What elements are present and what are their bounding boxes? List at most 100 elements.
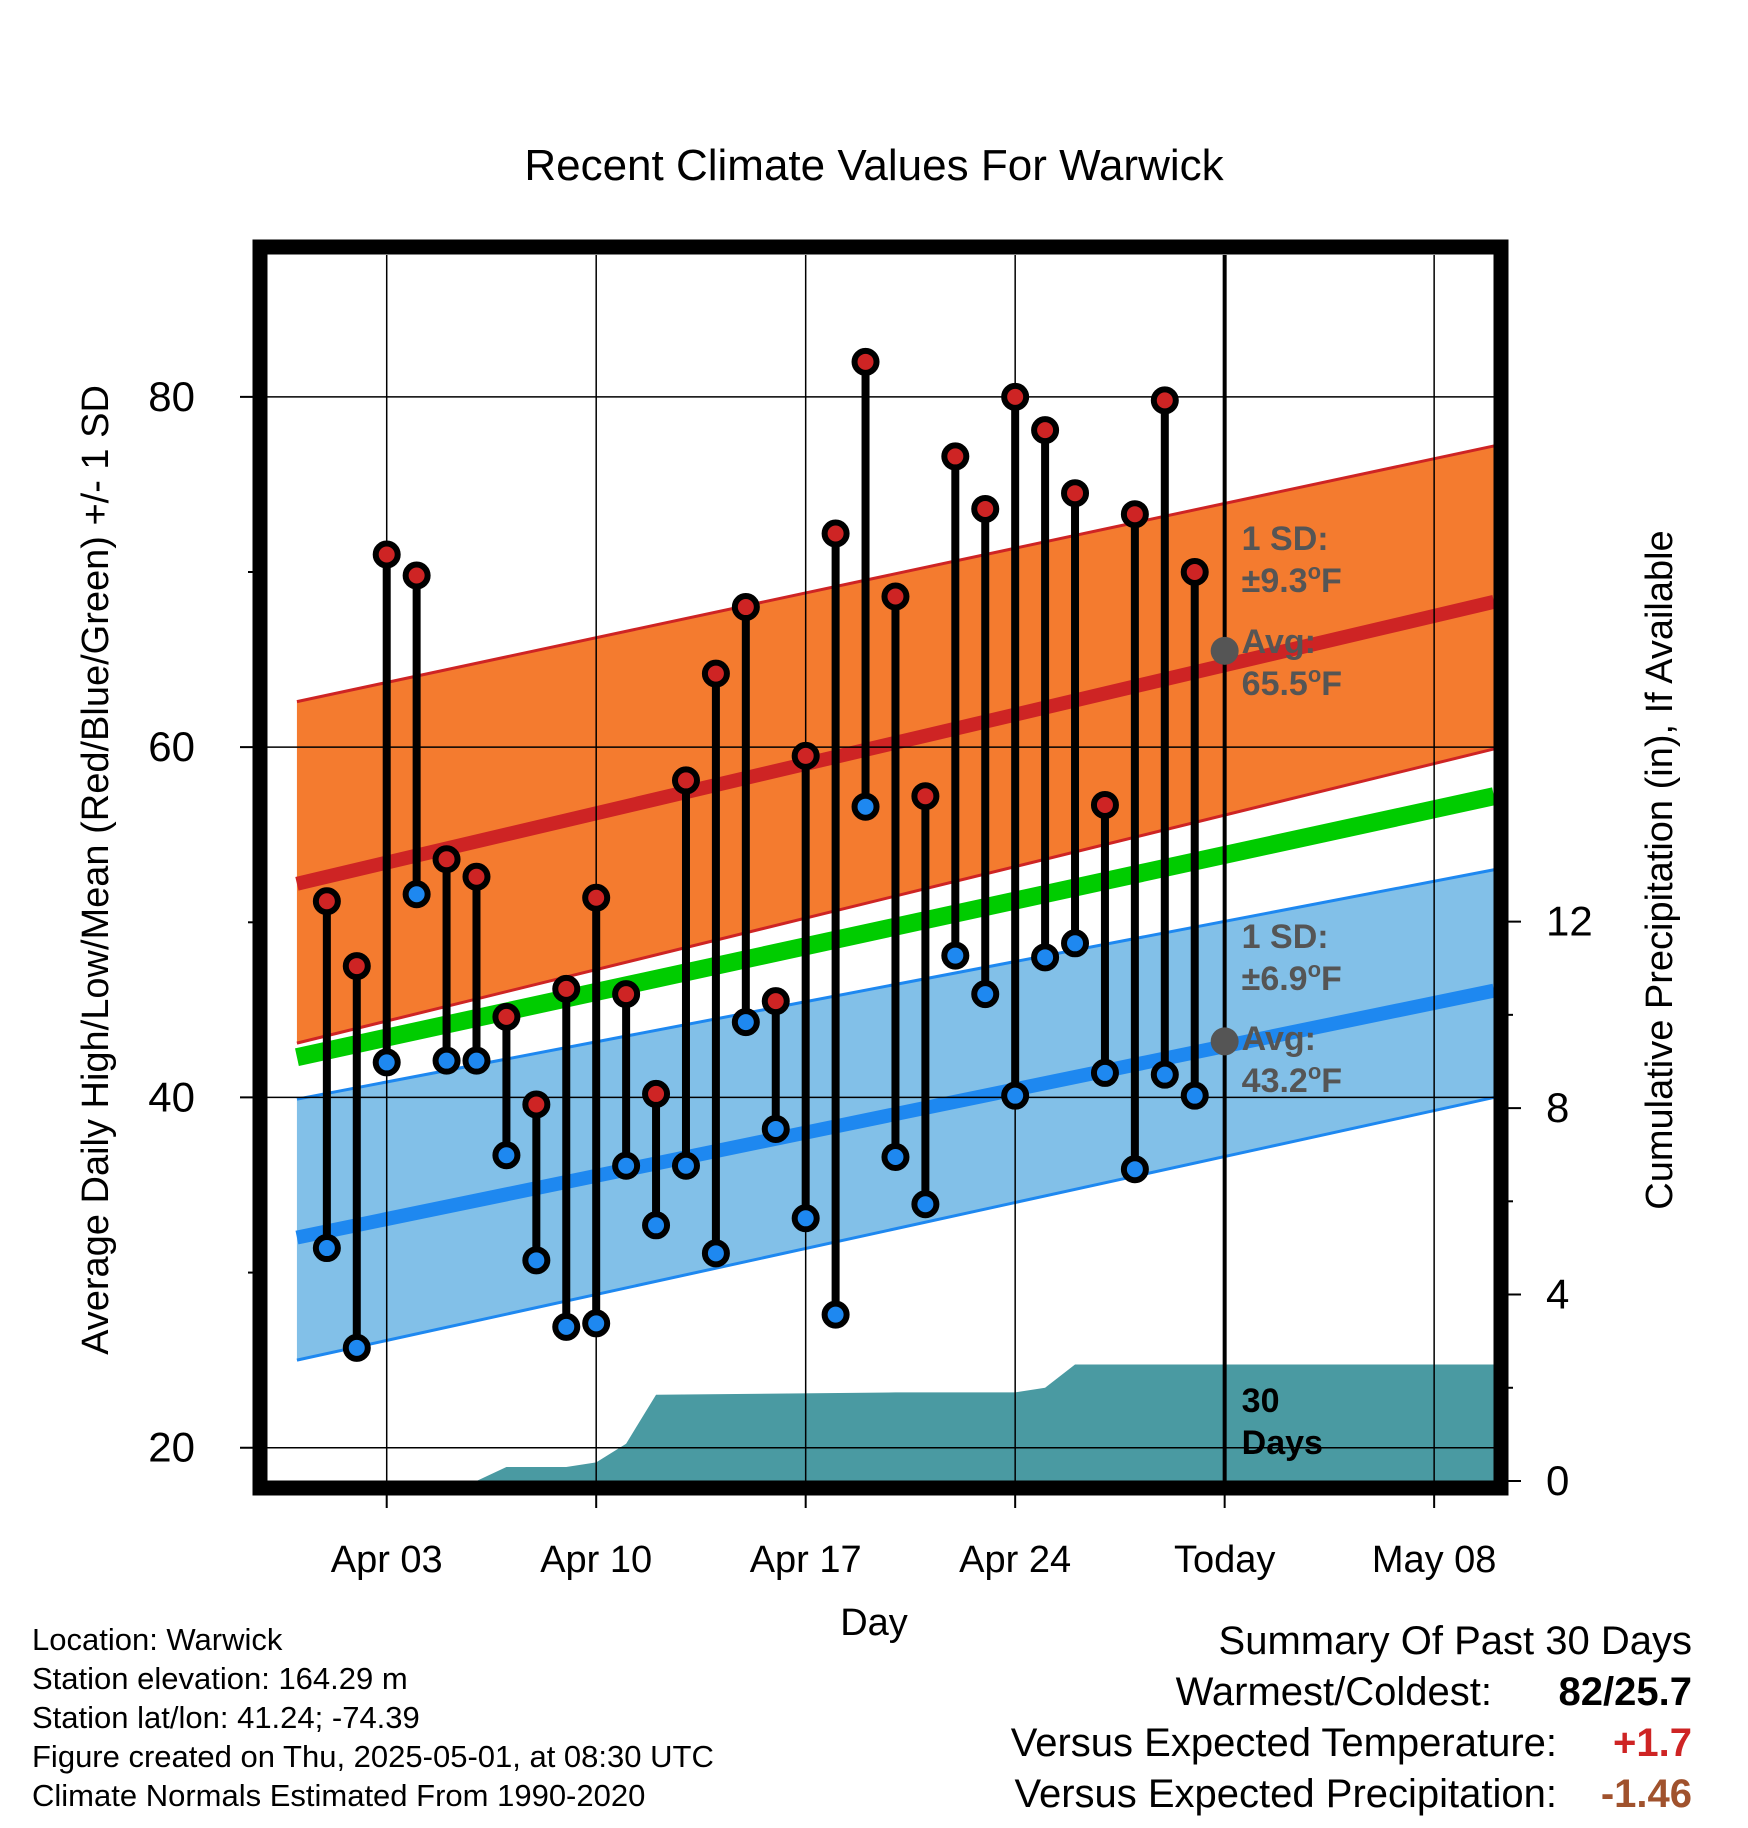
low-avg-annotation-unit: F bbox=[1321, 1062, 1342, 1100]
daily-high-point bbox=[312, 887, 341, 916]
daily-low-point bbox=[971, 980, 1000, 1009]
daily-high-point bbox=[402, 561, 431, 590]
daily-high-point bbox=[1180, 558, 1209, 587]
daily-high-point bbox=[342, 952, 371, 981]
daily-low-point bbox=[1001, 1081, 1030, 1110]
daily-low-point bbox=[881, 1142, 910, 1171]
daily-low-point bbox=[642, 1211, 671, 1240]
location-text: Location: Warwick bbox=[32, 1622, 283, 1657]
daily-high-point bbox=[492, 1002, 521, 1031]
daily-low-point bbox=[941, 941, 970, 970]
daily-low-point bbox=[731, 1008, 760, 1037]
daily-high-point bbox=[941, 442, 970, 471]
chart-title: Recent Climate Values For Warwick bbox=[524, 141, 1224, 190]
daily-high-point bbox=[821, 519, 850, 548]
summary-title: Summary Of Past 30 Days bbox=[1218, 1619, 1692, 1663]
daily-high-point bbox=[552, 974, 581, 1003]
x-axis-label: Day bbox=[840, 1602, 908, 1644]
daily-high-point bbox=[642, 1079, 671, 1108]
low-sd-annotation: 1 SD: bbox=[1242, 918, 1329, 956]
low-avg-annotation-degree: o bbox=[1308, 1059, 1321, 1084]
summary-temperature: Versus Expected Temperature: +1.7 bbox=[1011, 1718, 1692, 1769]
x-tick-label: Apr 24 bbox=[959, 1539, 1071, 1581]
y-axis-label: Average Daily High/Low/Mean (Red/Blue/Gr… bbox=[75, 385, 117, 1355]
days-annotation: Days bbox=[1242, 1424, 1323, 1462]
daily-high-point bbox=[522, 1090, 551, 1119]
y-tick-label: 40 bbox=[148, 1073, 195, 1120]
daily-low-point bbox=[701, 1239, 730, 1268]
daily-low-point bbox=[582, 1309, 611, 1338]
daily-low-point bbox=[911, 1190, 940, 1219]
daily-high-point bbox=[881, 582, 910, 611]
daily-low-point bbox=[1031, 943, 1060, 972]
high-sd-annotation-unit: F bbox=[1321, 562, 1342, 600]
daily-low-point bbox=[462, 1046, 491, 1075]
summary-warmest-coldest: Warmest/Coldest: 82/25.7 bbox=[1011, 1667, 1692, 1718]
daily-high-point bbox=[701, 659, 730, 688]
y-tick-label: 20 bbox=[148, 1424, 195, 1471]
high-sd-band-upper-edge bbox=[296, 444, 1495, 704]
temp-value: +1.7 bbox=[1613, 1721, 1692, 1765]
daily-high-point bbox=[911, 782, 940, 811]
precip-area bbox=[296, 1364, 1495, 1481]
daily-low-point bbox=[522, 1246, 551, 1275]
daily-low-point bbox=[761, 1114, 790, 1143]
low-sd-band-lower-edge bbox=[296, 1095, 1495, 1362]
summary-precipitation: Versus Expected Precipitation: -1.46 bbox=[1011, 1769, 1692, 1820]
y-tick-label: 60 bbox=[148, 723, 195, 770]
daily-low-point bbox=[492, 1141, 521, 1170]
daily-low-point bbox=[821, 1300, 850, 1329]
daily-high-point bbox=[851, 347, 880, 376]
precip-label: Versus Expected Precipitation: bbox=[1014, 1772, 1557, 1816]
high-sd-annotation: ±9.3oF bbox=[1242, 559, 1342, 600]
low-sd-annotation: ±6.9oF bbox=[1242, 957, 1342, 998]
daily-low-point bbox=[851, 792, 880, 821]
x-tick-label: Today bbox=[1174, 1539, 1275, 1581]
daily-high-point bbox=[1001, 382, 1030, 411]
warmest-coldest-label: Warmest/Coldest: bbox=[1175, 1670, 1492, 1714]
low-avg-annotation: 43.2oF bbox=[1242, 1059, 1342, 1100]
high-avg-annotation: Avg: bbox=[1242, 623, 1316, 661]
high-avg-annotation-unit: F bbox=[1321, 665, 1342, 703]
normals-text: Climate Normals Estimated From 1990-2020 bbox=[32, 1778, 646, 1813]
latlon-text: Station lat/lon: 41.24; -74.39 bbox=[32, 1700, 420, 1735]
low-sd-annotation-degree: o bbox=[1308, 957, 1321, 982]
created-text: Figure created on Thu, 2025-05-01, at 08… bbox=[32, 1739, 714, 1774]
plot-frame bbox=[252, 239, 1509, 1496]
daily-high-point bbox=[462, 862, 491, 891]
daily-low-point bbox=[1120, 1155, 1149, 1184]
high-sd-annotation-degree: o bbox=[1308, 559, 1321, 584]
daily-low-point bbox=[791, 1204, 820, 1233]
daily-high-point bbox=[1150, 386, 1179, 415]
daily-high-point bbox=[671, 766, 700, 795]
daily-high-point bbox=[1061, 479, 1090, 508]
low-avg-annotation: Avg: bbox=[1242, 1020, 1316, 1058]
daily-high-point bbox=[432, 845, 461, 874]
today-low-avg-marker bbox=[1210, 1027, 1239, 1056]
daily-low-point bbox=[402, 880, 431, 909]
temp-label: Versus Expected Temperature: bbox=[1010, 1721, 1557, 1765]
daily-low-point bbox=[312, 1234, 341, 1263]
y2-tick-label: 4 bbox=[1546, 1271, 1569, 1318]
daily-high-point bbox=[372, 540, 401, 569]
daily-low-point bbox=[552, 1312, 581, 1341]
high-sd-annotation: 1 SD: bbox=[1242, 520, 1329, 558]
station-info: Location: Warwick Station elevation: 164… bbox=[32, 1620, 714, 1815]
x-tick-label: Apr 03 bbox=[331, 1539, 443, 1581]
x-tick-label: Apr 17 bbox=[750, 1539, 862, 1581]
daily-low-point bbox=[671, 1151, 700, 1180]
precip-value: -1.46 bbox=[1600, 1772, 1692, 1816]
daily-high-point bbox=[971, 494, 1000, 523]
daily-high-point bbox=[791, 741, 820, 770]
daily-low-point bbox=[1150, 1060, 1179, 1089]
x-tick-label: May 08 bbox=[1372, 1539, 1497, 1581]
daily-high-point bbox=[731, 593, 760, 622]
daily-high-point bbox=[761, 987, 790, 1016]
daily-low-point bbox=[1061, 929, 1090, 958]
summary-panel: Summary Of Past 30 Days Warmest/Coldest:… bbox=[1011, 1616, 1692, 1820]
daily-low-point bbox=[612, 1151, 641, 1180]
daily-high-point bbox=[612, 980, 641, 1009]
daily-low-point bbox=[1180, 1081, 1209, 1110]
